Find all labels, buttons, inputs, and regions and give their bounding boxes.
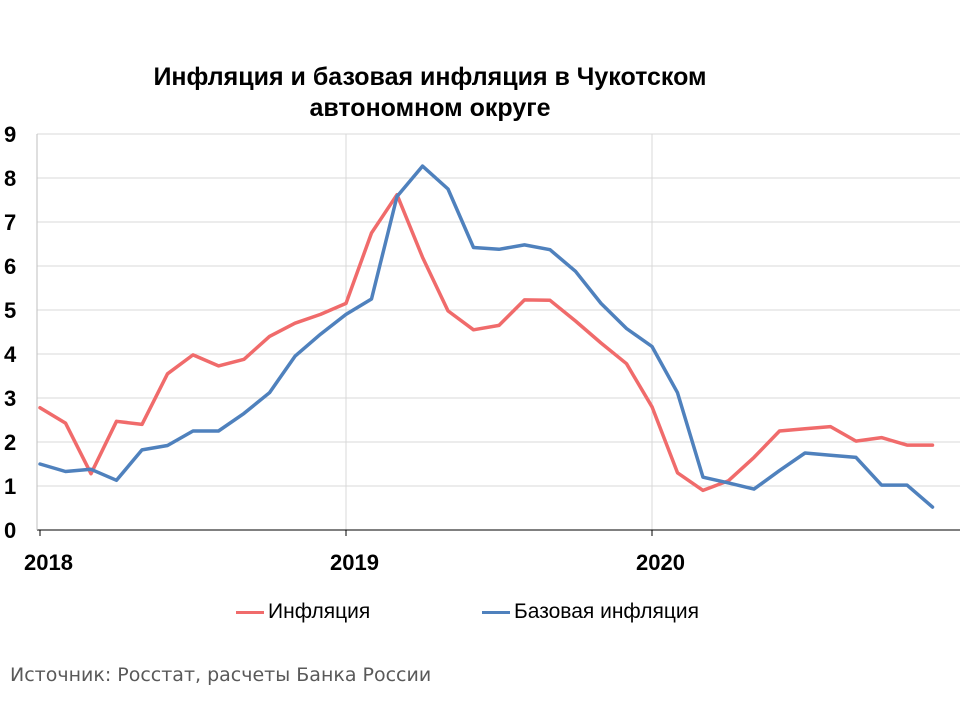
x-tick-label: 2018 xyxy=(24,550,73,575)
series-line-core-inflation xyxy=(38,164,935,509)
y-tick-label: 7 xyxy=(4,210,16,235)
legend-item-inflation: Инфляция xyxy=(236,600,370,624)
chart-title: Инфляция и базовая инфляция в Чукотском … xyxy=(153,63,707,122)
legend: Инфляция Базовая инфляция xyxy=(0,600,960,630)
x-tick-label: 2019 xyxy=(330,550,379,575)
grid xyxy=(37,133,960,530)
axes xyxy=(36,134,960,536)
series-line-inflation xyxy=(38,192,935,493)
source-note: Источник: Росстат, расчеты Банка России xyxy=(10,664,432,686)
legend-swatch-core-inflation xyxy=(482,610,510,614)
y-tick-label: 2 xyxy=(4,430,16,455)
series-lines xyxy=(38,164,935,509)
legend-label-core-inflation: Базовая инфляция xyxy=(514,600,700,623)
y-tick-label: 6 xyxy=(4,254,16,279)
tick-labels: 0 1 2 3 4 5 6 7 8 9 2018 2019 2020 xyxy=(4,122,685,575)
y-tick-label: 3 xyxy=(4,386,16,411)
y-tick-label: 4 xyxy=(4,342,17,367)
y-tick-label: 9 xyxy=(4,122,16,147)
legend-swatch-inflation xyxy=(236,610,264,614)
y-tick-label: 0 xyxy=(4,518,16,543)
y-tick-label: 1 xyxy=(4,474,16,499)
legend-item-core-inflation: Базовая инфляция xyxy=(482,600,699,624)
x-tick-label: 2020 xyxy=(636,550,685,575)
y-tick-label: 5 xyxy=(4,298,16,323)
y-tick-label: 8 xyxy=(4,166,16,191)
legend-label-inflation: Инфляция xyxy=(268,600,371,623)
